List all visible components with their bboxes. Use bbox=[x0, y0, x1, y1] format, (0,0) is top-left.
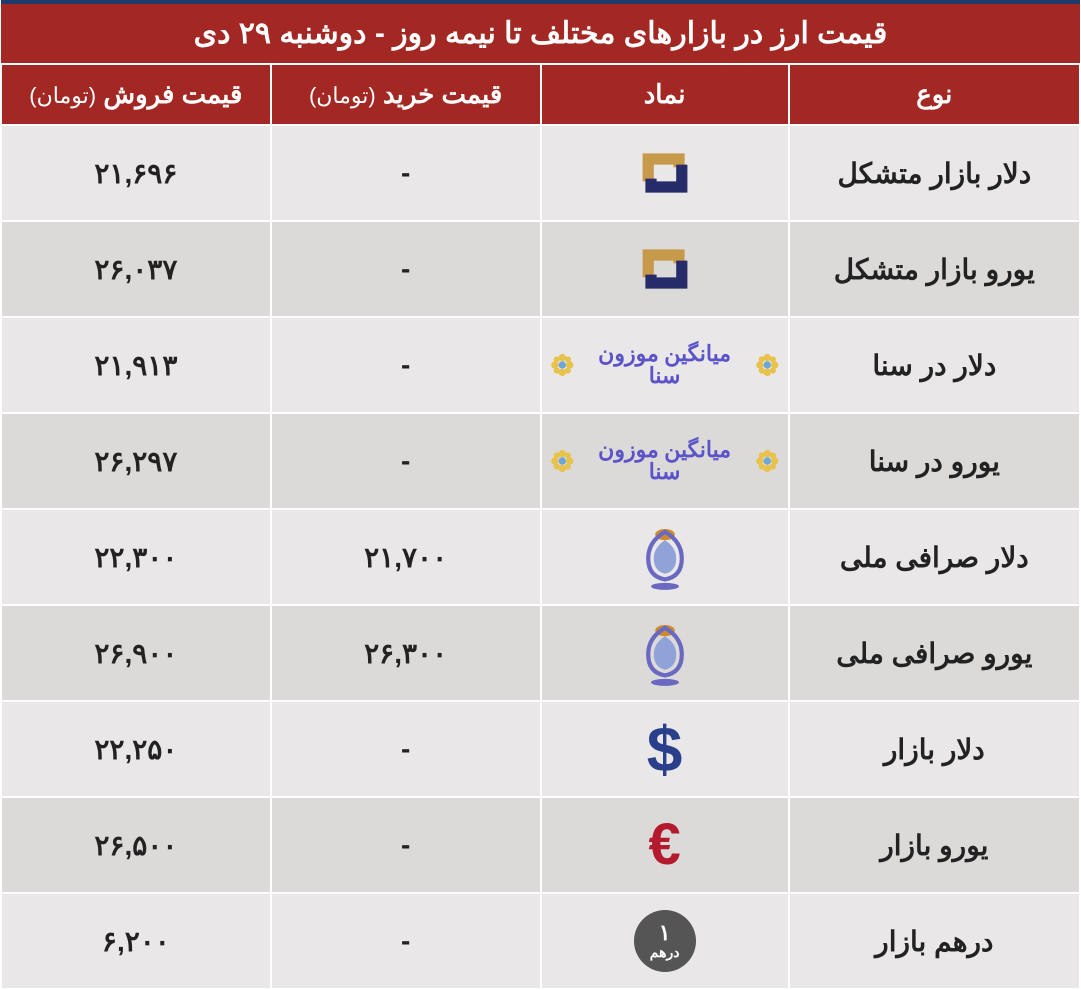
cell-buy: - bbox=[271, 413, 541, 509]
motashakkel-icon bbox=[630, 138, 700, 208]
cell-buy: - bbox=[271, 701, 541, 797]
cell-sell: ۲۱,۶۹۶ bbox=[1, 125, 271, 221]
cell-sell: ۲۱,۹۱۳ bbox=[1, 317, 271, 413]
cell-type: دلار در سنا bbox=[789, 317, 1080, 413]
header-sell: قیمت فروش (تومان) bbox=[1, 64, 271, 125]
cell-sell: ۲۶,۵۰۰ bbox=[1, 797, 271, 893]
sana-label: میانگین موزون سنا bbox=[584, 439, 745, 483]
cell-buy: - bbox=[271, 125, 541, 221]
cell-type: دلار بازار متشکل bbox=[789, 125, 1080, 221]
cell-buy: ۲۶,۳۰۰ bbox=[271, 605, 541, 701]
dollar-icon: $ bbox=[647, 717, 683, 781]
header-sell-label: قیمت فروش bbox=[103, 79, 242, 109]
table-row: دلار بازار $ -۲۲,۲۵۰ bbox=[1, 701, 1080, 797]
table-row: یورو بازار € -۲۶,۵۰۰ bbox=[1, 797, 1080, 893]
flower-icon bbox=[755, 448, 780, 474]
table-row: دلار صرافی ملی ۲۱,۷۰۰۲۲,۳۰۰ bbox=[1, 509, 1080, 605]
header-buy: قیمت خرید (تومان) bbox=[271, 64, 541, 125]
cell-buy: - bbox=[271, 221, 541, 317]
cell-icon: میانگین موزون سنا bbox=[541, 317, 789, 413]
cell-type: دلار بازار bbox=[789, 701, 1080, 797]
cell-buy: - bbox=[271, 797, 541, 893]
cell-type: یورو در سنا bbox=[789, 413, 1080, 509]
table-title: قیمت ارز در بازارهای مختلف تا نیمه روز -… bbox=[1, 2, 1080, 64]
header-row: نوع نماد قیمت خرید (تومان) قیمت فروش (تو… bbox=[1, 64, 1080, 125]
table-row: دلار در سنا میانگین موزون سنا -۲۱,۹۱۳ bbox=[1, 317, 1080, 413]
cell-icon: $ bbox=[541, 701, 789, 797]
sana-icon: میانگین موزون سنا bbox=[550, 343, 780, 387]
cell-type: یورو بازار متشکل bbox=[789, 221, 1080, 317]
header-type: نوع bbox=[789, 64, 1080, 125]
header-sell-unit: (تومان) bbox=[29, 83, 96, 108]
motashakkel-icon bbox=[630, 234, 700, 304]
currency-table: قیمت ارز در بازارهای مختلف تا نیمه روز -… bbox=[0, 0, 1081, 990]
sana-icon: میانگین موزون سنا bbox=[550, 439, 780, 483]
dirham-label: درهم bbox=[650, 945, 680, 960]
flower-icon bbox=[550, 352, 575, 378]
table-row: یورو در سنا میانگین موزون سنا -۲۶,۲۹۷ bbox=[1, 413, 1080, 509]
dirham-icon: ۱ درهم bbox=[634, 910, 696, 972]
cell-type: یورو بازار bbox=[789, 797, 1080, 893]
cell-buy: ۲۱,۷۰۰ bbox=[271, 509, 541, 605]
melli-icon bbox=[630, 522, 700, 592]
flower-icon bbox=[550, 448, 575, 474]
cell-sell: ۲۶,۲۹۷ bbox=[1, 413, 271, 509]
cell-icon: میانگین موزون سنا bbox=[541, 413, 789, 509]
cell-icon bbox=[541, 605, 789, 701]
cell-icon bbox=[541, 221, 789, 317]
cell-sell: ۲۶,۹۰۰ bbox=[1, 605, 271, 701]
title-row: قیمت ارز در بازارهای مختلف تا نیمه روز -… bbox=[1, 2, 1080, 64]
cell-sell: ۲۲,۳۰۰ bbox=[1, 509, 271, 605]
cell-type: یورو صرافی ملی bbox=[789, 605, 1080, 701]
table-row: یورو صرافی ملی ۲۶,۳۰۰۲۶,۹۰۰ bbox=[1, 605, 1080, 701]
header-icon: نماد bbox=[541, 64, 789, 125]
cell-icon bbox=[541, 509, 789, 605]
sana-label: میانگین موزون سنا bbox=[584, 343, 745, 387]
header-buy-label: قیمت خرید bbox=[383, 79, 502, 109]
header-buy-unit: (تومان) bbox=[309, 83, 376, 108]
cell-icon: € bbox=[541, 797, 789, 893]
cell-icon bbox=[541, 125, 789, 221]
dirham-num: ۱ bbox=[659, 921, 671, 945]
cell-buy: - bbox=[271, 317, 541, 413]
flower-icon bbox=[755, 352, 780, 378]
table-row: دلار بازار متشکل -۲۱,۶۹۶ bbox=[1, 125, 1080, 221]
cell-sell: ۲۶,۰۳۷ bbox=[1, 221, 271, 317]
cell-sell: ۲۲,۲۵۰ bbox=[1, 701, 271, 797]
melli-icon bbox=[630, 618, 700, 688]
euro-icon: € bbox=[648, 816, 680, 874]
table-row: یورو بازار متشکل -۲۶,۰۳۷ bbox=[1, 221, 1080, 317]
cell-type: دلار صرافی ملی bbox=[789, 509, 1080, 605]
